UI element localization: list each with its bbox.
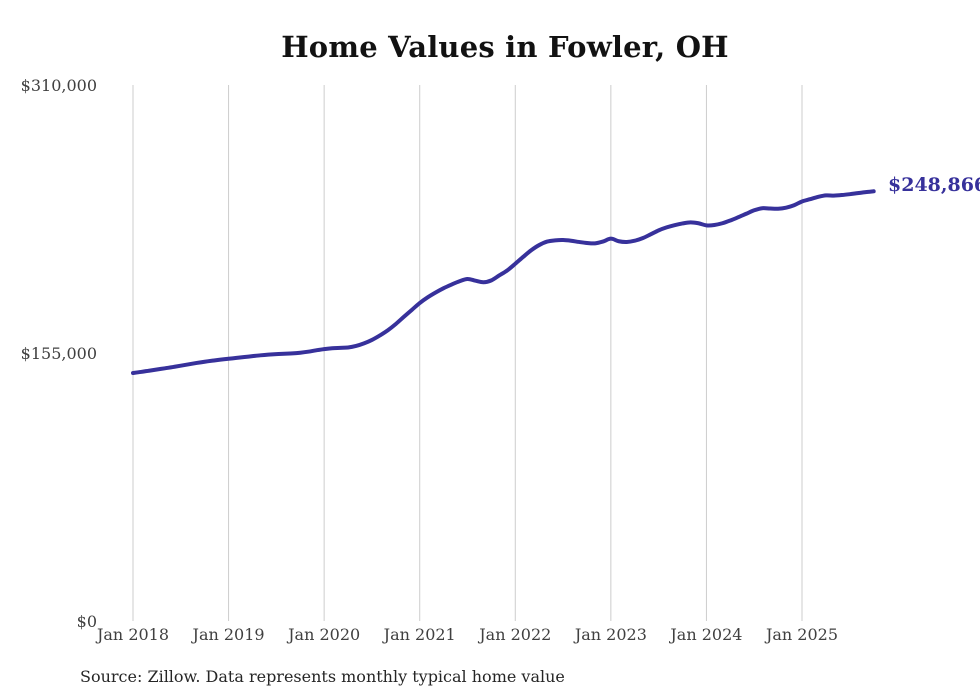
- source-note: Source: Zillow. Data represents monthly …: [80, 667, 565, 686]
- x-tick-label: Jan 2020: [288, 625, 361, 644]
- x-tick-label: Jan 2022: [479, 625, 552, 644]
- x-tick-label: Jan 2023: [574, 625, 647, 644]
- x-tick-label: Jan 2025: [765, 625, 839, 644]
- latest-value-label: $248,866: [888, 174, 980, 197]
- x-tick-label: Jan 2021: [383, 625, 456, 644]
- gridlines-group: [132, 85, 803, 621]
- y-tick-label: $310,000: [20, 75, 97, 95]
- y-tick-label: $155,000: [20, 343, 97, 363]
- x-tick-label: Jan 2024: [670, 625, 743, 644]
- y-tick-label: $0: [76, 612, 97, 631]
- chart-title: Home Values in Fowler, OH: [281, 30, 729, 64]
- x-tick-label: Jan 2019: [192, 625, 265, 644]
- x-tick-label: Jan 2018: [96, 625, 170, 644]
- home-value-line: [131, 189, 876, 375]
